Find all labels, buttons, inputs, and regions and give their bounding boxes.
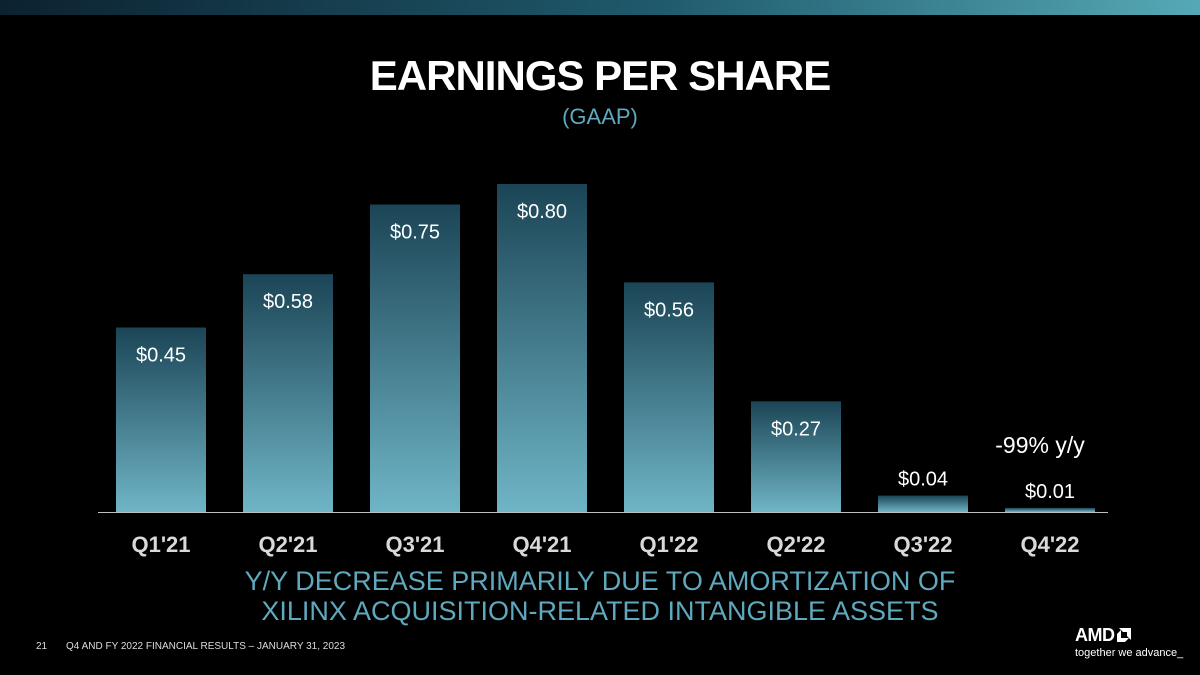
x-tick-label-Q1'22: Q1'22 (639, 532, 698, 557)
x-tick-label-Q3'22: Q3'22 (893, 532, 952, 557)
data-label-Q3'22: $0.04 (898, 469, 948, 491)
bar-Q1'22 (624, 282, 714, 512)
x-tick-label-Q4'21: Q4'21 (512, 532, 571, 557)
footer-text: Q4 AND FY 2022 FINANCIAL RESULTS – JANUA… (66, 641, 346, 652)
data-label-Q4'22: $0.01 (1025, 481, 1075, 503)
top-accent-bar (0, 0, 1200, 15)
x-tick-label-Q3'21: Q3'21 (385, 532, 444, 557)
bar-Q1'21 (116, 327, 206, 512)
bar-Q2'22 (751, 401, 841, 512)
bar-Q4'21 (497, 184, 587, 512)
data-label-Q3'21: $0.75 (390, 222, 440, 244)
amd-arrow-icon (1116, 628, 1131, 642)
data-label-Q2'22: $0.27 (771, 418, 821, 440)
x-tick-label-Q1'21: Q1'21 (131, 532, 190, 557)
footnote-line-1: Y/Y DECREASE PRIMARILY DUE TO AMORTIZATI… (244, 566, 956, 596)
bar-Q3'21 (370, 204, 460, 512)
slide-subtitle: (GAAP) (562, 104, 638, 129)
bar-Q3'22 (878, 495, 968, 512)
logo-tagline: together we advance_ (1075, 647, 1184, 659)
slide-title: EARNINGS PER SHARE (369, 52, 831, 99)
bar-Q2'21 (243, 274, 333, 512)
bar-Q4'22 (1005, 507, 1095, 512)
logo-word: AMD (1075, 625, 1115, 645)
data-label-Q4'21: $0.80 (517, 201, 567, 223)
yoy-annotation: -99% y/y (995, 432, 1085, 458)
amd-logo: AMD together we advance_ (1075, 625, 1185, 659)
footnote-line-2: XILINX ACQUISITION-RELATED INTANGIBLE AS… (261, 596, 939, 626)
x-tick-label-Q4'22: Q4'22 (1020, 532, 1079, 557)
x-tick-label-Q2'22: Q2'22 (766, 532, 825, 557)
footnote: Y/Y DECREASE PRIMARILY DUE TO AMORTIZATI… (0, 566, 1200, 626)
data-label-Q1'22: $0.56 (644, 299, 694, 321)
data-label-Q1'21: $0.45 (136, 345, 186, 367)
data-label-Q2'21: $0.58 (263, 291, 313, 313)
page-number: 21 (36, 641, 48, 652)
x-tick-label-Q2'21: Q2'21 (258, 532, 317, 557)
